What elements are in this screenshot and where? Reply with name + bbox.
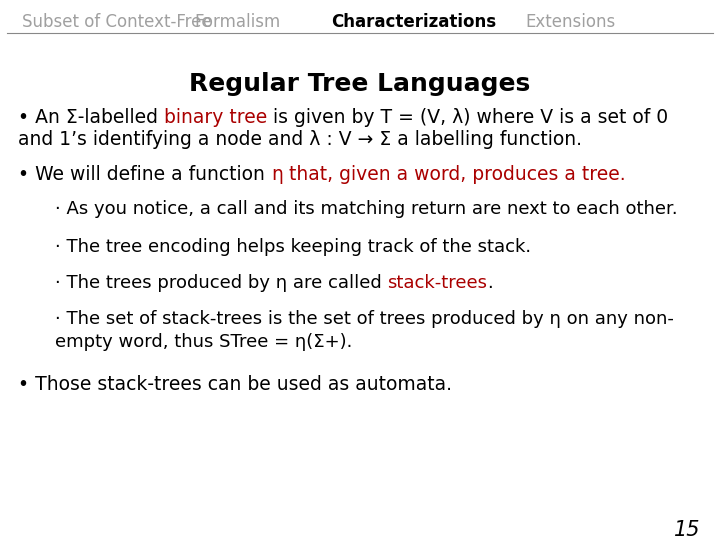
Text: 15: 15 — [673, 520, 700, 540]
Text: binary tree: binary tree — [164, 108, 267, 127]
Text: · The set of stack-trees is the set of trees produced by η on any non-: · The set of stack-trees is the set of t… — [55, 310, 674, 328]
Text: • Those stack-trees can be used as automata.: • Those stack-trees can be used as autom… — [18, 375, 452, 394]
Text: Subset of Context-Free: Subset of Context-Free — [22, 13, 211, 31]
Text: · As you notice, a call and its matching return are next to each other.: · As you notice, a call and its matching… — [55, 200, 678, 218]
Text: · The trees produced by η are called: · The trees produced by η are called — [55, 274, 387, 292]
Text: Extensions: Extensions — [526, 13, 616, 31]
Text: • An Σ-labelled: • An Σ-labelled — [18, 108, 164, 127]
Text: · The tree encoding helps keeping track of the stack.: · The tree encoding helps keeping track … — [55, 238, 531, 256]
Text: is given by T = (V, λ) where V is a set of 0: is given by T = (V, λ) where V is a set … — [267, 108, 668, 127]
Text: .: . — [487, 274, 493, 292]
Text: Characterizations: Characterizations — [331, 13, 496, 31]
Text: Regular Tree Languages: Regular Tree Languages — [189, 72, 531, 96]
Text: η: η — [271, 165, 283, 184]
Text: • We will define a function: • We will define a function — [18, 165, 271, 184]
Text: stack-trees: stack-trees — [387, 274, 487, 292]
Text: Formalism: Formalism — [194, 13, 281, 31]
Text: empty word, thus STree = η(Σ+).: empty word, thus STree = η(Σ+). — [55, 333, 352, 351]
Text: that, given a word, produces a tree.: that, given a word, produces a tree. — [283, 165, 626, 184]
Text: and 1’s identifying a node and λ : V → Σ a labelling function.: and 1’s identifying a node and λ : V → Σ… — [18, 130, 582, 149]
